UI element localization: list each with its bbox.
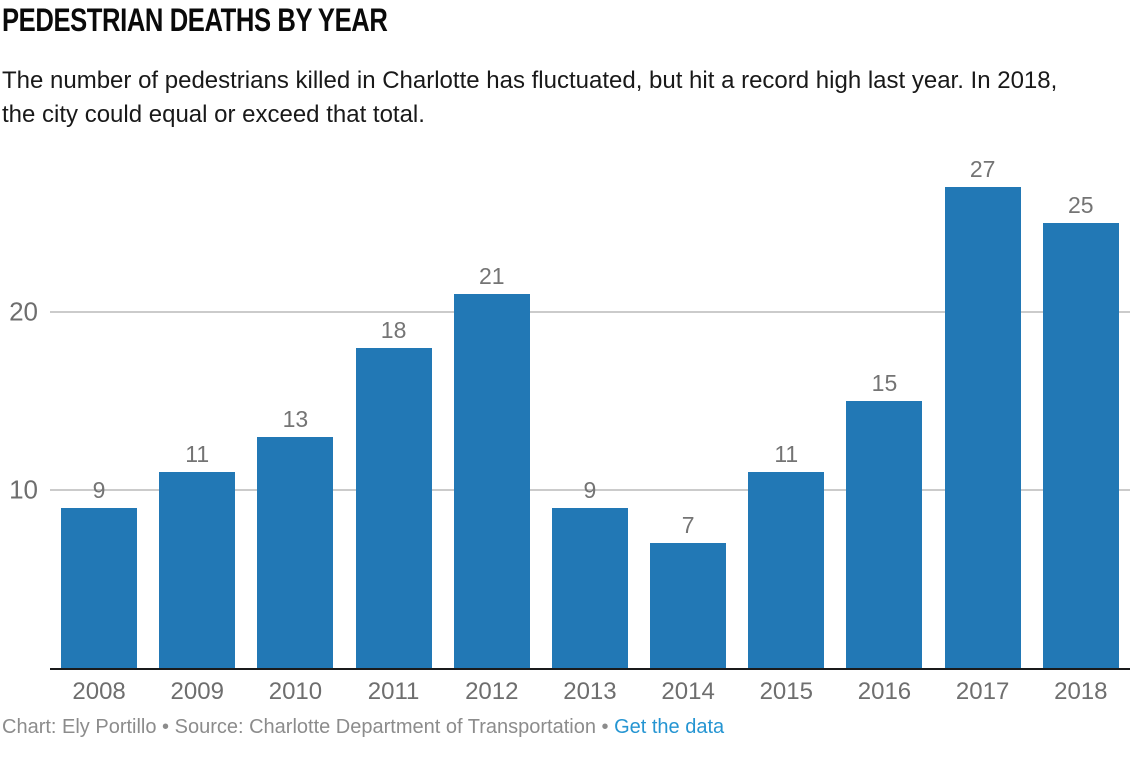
bar-value-label-2013: 9	[583, 476, 597, 503]
bar-2018	[1042, 223, 1119, 668]
bar-2016	[846, 401, 923, 668]
x-axis-label-2018: 2018	[1054, 678, 1108, 705]
bar-value-label-2014: 7	[681, 512, 695, 539]
bar-value-label-2017: 27	[969, 156, 996, 183]
bars-container: 9 11 13 18 21 9 7 11 15 27 25	[50, 136, 1130, 668]
bar-value-label-2011: 18	[380, 316, 407, 343]
bar-column-2010: 13	[257, 405, 334, 668]
x-axis-label-2014: 2014	[661, 678, 715, 705]
x-axis-label-2016: 2016	[857, 678, 912, 705]
y-axis-tick-20: 20	[9, 296, 38, 327]
bar-value-label-2015: 11	[774, 441, 799, 468]
chart-subtitle-line1: The number of pedestrians killed in Char…	[2, 67, 1058, 94]
bar-column-2008: 9	[61, 476, 138, 668]
x-axis-label-2012: 2012	[465, 678, 519, 705]
bar-value-label-2010: 13	[282, 405, 309, 432]
x-axis-label-2015: 2015	[759, 678, 813, 705]
x-axis-label-2009: 2009	[170, 678, 224, 705]
bar-column-2011: 18	[355, 316, 432, 668]
bar-column-2013: 9	[551, 476, 628, 668]
footer-attribution: Chart: Ely Portillo • Source: Charlotte …	[2, 716, 609, 738]
bar-2014	[650, 543, 727, 668]
bar-value-label-2012: 21	[478, 263, 505, 290]
bar-column-2016: 15	[846, 370, 923, 668]
bar-2010	[257, 436, 334, 668]
x-axis-labels: 2008 2009 2010 2011 2012 2013 2014 2015 2016 2017…	[50, 678, 1130, 706]
chart-subtitle: The number of pedestrians killed in Char…	[2, 64, 1130, 132]
bar-column-2014: 7	[650, 512, 727, 668]
bar-2017	[944, 187, 1021, 668]
bar-2008	[61, 507, 138, 668]
bar-2011	[355, 347, 432, 668]
chart-footer: Chart: Ely Portillo • Source: Charlotte …	[2, 714, 1140, 740]
x-axis-label-2011: 2011	[367, 678, 420, 705]
bar-column-2018: 25	[1042, 192, 1119, 668]
bar-value-label-2018: 25	[1068, 192, 1094, 218]
x-axis-label-2008: 2008	[72, 678, 126, 705]
bar-column-2009: 11	[159, 441, 236, 668]
bar-value-label-2009: 11	[185, 441, 210, 468]
bar-chart: 10 20 9 11 13 18 21 9 7 11 15 27 25	[9, 136, 1130, 670]
get-the-data-link[interactable]: Get the data	[614, 716, 725, 738]
bar-value-label-2016: 15	[871, 370, 898, 396]
bar-column-2012: 21	[453, 263, 530, 668]
gridline-y10	[50, 489, 1130, 491]
bar-2012	[453, 294, 530, 668]
y-axis-tick-10: 10	[9, 474, 38, 505]
bar-column-2017: 27	[944, 156, 1021, 668]
chart-title: PEDESTRIAN DEATHS BY YEAR	[2, 2, 388, 38]
bar-2013	[551, 507, 628, 668]
chart-page: PEDESTRIAN DEATHS BY YEAR The number of …	[0, 4, 1140, 760]
bar-2015	[748, 472, 825, 668]
plot-area: 10 20 9 11 13 18 21 9 7 11 15 27 25	[9, 136, 1130, 670]
chart-subtitle-line2: the city could equal or exceed that tota…	[2, 101, 425, 128]
x-axis-label-2010: 2010	[268, 678, 323, 705]
bar-2009	[159, 472, 236, 668]
gridline-y20	[50, 311, 1130, 313]
x-axis-label-2013: 2013	[563, 678, 617, 705]
bar-value-label-2008: 9	[92, 476, 106, 503]
x-axis-label-2017: 2017	[955, 678, 1010, 705]
bar-column-2015: 11	[748, 441, 825, 668]
